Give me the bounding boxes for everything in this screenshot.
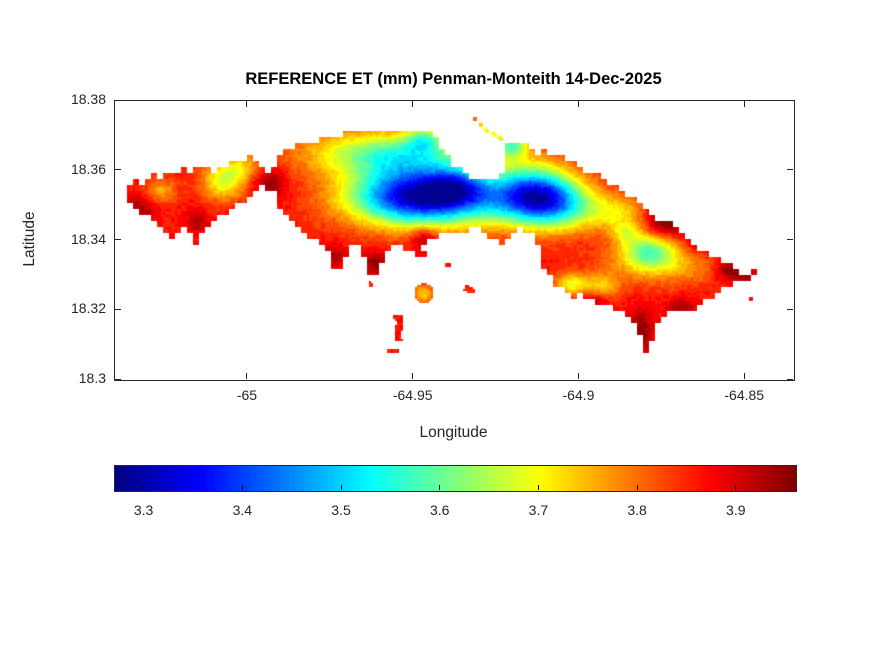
colorbar-tick-label: 3.7 xyxy=(528,502,549,518)
x-tick-mark-top xyxy=(743,101,745,107)
colorbar-tick-label: 3.8 xyxy=(627,502,647,518)
x-tick-label: -65 xyxy=(236,387,258,403)
y-tick-mark xyxy=(115,308,121,310)
y-tick-label: 18.32 xyxy=(70,300,106,317)
colorbar-tick-mark xyxy=(735,485,737,490)
y-tick-label: 18.3 xyxy=(78,370,106,386)
contour-map-canvas xyxy=(115,101,794,380)
colorbar-tick-label: 3.9 xyxy=(726,502,746,518)
y-tick-mark-right xyxy=(787,378,793,380)
x-tick-label: -64.95 xyxy=(392,387,433,403)
x-tick-mark xyxy=(743,373,745,379)
y-axis-label: Latitude xyxy=(21,211,38,267)
colorbar-tick-mark xyxy=(439,485,441,490)
x-tick-mark xyxy=(577,373,579,379)
colorbar-tick-label: 3.4 xyxy=(232,502,253,518)
colorbar-tick-label: 3.3 xyxy=(133,502,154,518)
y-tick-label: 18.38 xyxy=(70,91,106,107)
colorbar-tick-mark xyxy=(143,485,145,490)
map-plot-area xyxy=(114,100,795,381)
y-tick-mark xyxy=(115,378,121,380)
colorbar-canvas xyxy=(115,466,796,491)
colorbar-tick-mark xyxy=(340,485,342,490)
x-tick-mark-top xyxy=(412,101,414,107)
y-tick-mark-right xyxy=(787,308,793,310)
figure-title: REFERENCE ET (mm) Penman-Monteith 14-Dec… xyxy=(245,70,662,88)
x-tick-mark xyxy=(412,373,414,379)
x-tick-label: -64.85 xyxy=(724,387,765,403)
y-tick-mark-right xyxy=(787,99,793,101)
colorbar-tick-mark xyxy=(241,485,243,490)
colorbar-tick-mark xyxy=(636,485,638,490)
colorbar-tick-mark xyxy=(537,485,539,490)
colorbar-tick-label: 3.5 xyxy=(331,502,351,518)
y-tick-mark xyxy=(115,169,121,171)
y-tick-mark-right xyxy=(787,239,793,240)
y-tick-label: 18.36 xyxy=(70,160,106,177)
colorbar-tick-label: 3.6 xyxy=(429,502,450,518)
colorbar xyxy=(114,465,797,492)
x-tick-mark-top xyxy=(577,101,579,107)
y-tick-mark-right xyxy=(787,169,793,171)
x-tick-mark xyxy=(246,373,248,379)
y-tick-label: 18.34 xyxy=(70,230,106,247)
x-tick-mark-top xyxy=(246,101,248,107)
x-axis-label: Longitude xyxy=(419,424,488,441)
y-tick-mark xyxy=(115,239,121,240)
y-tick-mark xyxy=(115,99,121,101)
x-tick-label: -64.9 xyxy=(562,387,595,403)
